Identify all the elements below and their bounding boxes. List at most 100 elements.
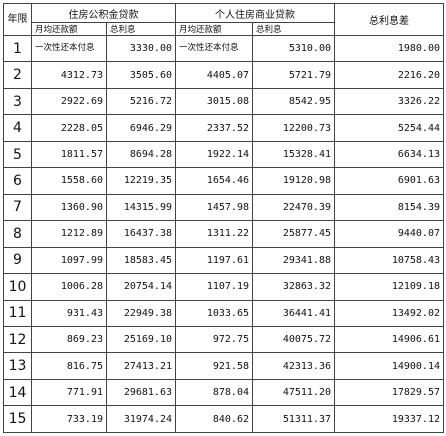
year-cell: 3	[3, 87, 32, 116]
commercial-interest-cell: 15328.41	[252, 140, 335, 169]
year-cell: 13	[3, 352, 32, 380]
commercial-monthly-cell: 972.75	[175, 325, 253, 354]
commercial-monthly-cell: 1197.61	[175, 246, 253, 275]
table-row: 3 2922.69 5216.72 3015.08 8542.95 3326.22	[3, 87, 444, 116]
year-header: 年限	[3, 3, 32, 36]
fund-monthly-cell: 2228.05	[31, 114, 107, 142]
table-row: 5 1811.57 8694.28 1922.14 15328.41 6634.13	[3, 140, 444, 169]
interest-difference-cell: 6634.13	[334, 140, 444, 169]
interest-difference-cell: 1980.00	[334, 34, 444, 63]
table-row: 2 4312.73 3505.60 4405.07 5721.79 2216.20	[3, 61, 444, 89]
fund-monthly-cell: 869.23	[31, 325, 107, 354]
commercial-monthly-cell: 一次性还本付息	[175, 34, 253, 63]
commercial-monthly-cell: 921.58	[175, 352, 253, 380]
table-row: 8 1212.89 16437.38 1311.22 25877.45 9440.07	[3, 220, 444, 248]
interest-difference-cell: 17829.57	[334, 378, 444, 407]
fund-monthly-cell: 816.75	[31, 352, 107, 380]
table-row: 6 1558.60 12219.35 1654.46 19120.98 6901.63	[3, 167, 444, 195]
commercial-interest-cell: 29341.88	[252, 246, 335, 275]
commercial-interest-cell: 5310.00	[252, 34, 335, 63]
commercial-monthly-cell: 1654.46	[175, 167, 253, 195]
fund-interest-cell: 20754.14	[106, 273, 176, 301]
fund-interest-cell: 29681.63	[106, 378, 176, 407]
fund-monthly-cell: 1811.57	[31, 140, 107, 169]
fund-interest-cell: 18583.45	[106, 246, 176, 275]
fund-monthly-cell: 一次性还本付息	[31, 34, 107, 63]
fund-monthly-cell: 733.19	[31, 405, 107, 433]
commercial-monthly-cell: 1107.19	[175, 273, 253, 301]
fund-monthly-cell: 2922.69	[31, 87, 107, 116]
table-row: 7 1360.90 14315.99 1457.98 22470.39 8154.39	[3, 193, 444, 222]
fund-interest-cell: 5216.72	[106, 87, 176, 116]
commercial-monthly-cell: 4405.07	[175, 61, 253, 89]
fund-interest-cell: 25169.10	[106, 325, 176, 354]
fund-interest-cell: 3330.00	[106, 34, 176, 63]
table-row: 11 931.43 22949.38 1033.65 36441.41 13492.02	[3, 299, 444, 327]
fund-interest-cell: 31974.24	[106, 405, 176, 433]
fund-interest-cell: 14315.99	[106, 193, 176, 222]
fund-interest-cell: 12219.35	[106, 167, 176, 195]
fund-interest-cell: 22949.38	[106, 299, 176, 327]
interest-difference-cell: 2216.20	[334, 61, 444, 89]
interest-difference-cell: 9440.07	[334, 220, 444, 248]
year-cell: 2	[3, 61, 32, 89]
commercial-monthly-cell: 1922.14	[175, 140, 253, 169]
table-row: 14 771.91 29681.63 878.04 47511.20 17829.57	[3, 378, 444, 407]
loan-comparison-table-page: 年限 住房公积金贷款 个人住房商业贷款 总利息差 月均还款额 总利息 月均还款额…	[3, 3, 444, 433]
commercial-monthly-cell: 1033.65	[175, 299, 253, 327]
commercial-interest-cell: 12200.73	[252, 114, 335, 142]
housing-fund-loan-header: 住房公积金贷款	[31, 3, 176, 23]
interest-difference-cell: 3326.22	[334, 87, 444, 116]
table-row: 1 一次性还本付息 3330.00 一次性还本付息 5310.00 1980.00	[3, 34, 444, 63]
interest-difference-cell: 14900.14	[334, 352, 444, 380]
interest-difference-header: 总利息差	[334, 3, 444, 36]
table-body: 1 一次性还本付息 3330.00 一次性还本付息 5310.00 1980.00 2 431…	[3, 34, 444, 433]
fund-interest-cell: 27413.21	[106, 352, 176, 380]
interest-difference-cell: 8154.39	[334, 193, 444, 222]
year-cell: 15	[3, 405, 32, 433]
interest-difference-cell: 14906.61	[334, 325, 444, 354]
commercial-monthly-cell: 2337.52	[175, 114, 253, 142]
year-cell: 8	[3, 220, 32, 248]
commercial-interest-cell: 42313.36	[252, 352, 335, 380]
commercial-monthly-cell: 878.04	[175, 378, 253, 407]
fund-interest-header: 总利息	[106, 22, 176, 36]
commercial-loan-header: 个人住房商业贷款	[175, 3, 335, 23]
year-cell: 9	[3, 246, 32, 275]
fund-monthly-cell: 1097.99	[31, 246, 107, 275]
year-cell: 7	[3, 193, 32, 222]
interest-difference-cell: 12109.18	[334, 273, 444, 301]
fund-monthly-cell: 771.91	[31, 378, 107, 407]
year-cell: 1	[3, 34, 32, 63]
commercial-interest-cell: 32863.32	[252, 273, 335, 301]
table-row: 13 816.75 27413.21 921.58 42313.36 14900.14	[3, 352, 444, 380]
commercial-monthly-cell: 1311.22	[175, 220, 253, 248]
fund-monthly-cell: 1006.28	[31, 273, 107, 301]
fund-interest-cell: 6946.29	[106, 114, 176, 142]
interest-difference-cell: 13492.02	[334, 299, 444, 327]
fund-monthly-cell: 4312.73	[31, 61, 107, 89]
interest-difference-cell: 19337.12	[334, 405, 444, 433]
fund-monthly-header: 月均还款额	[31, 22, 107, 36]
commercial-interest-cell: 40075.72	[252, 325, 335, 354]
commercial-monthly-cell: 3015.08	[175, 87, 253, 116]
commercial-interest-cell: 47511.20	[252, 378, 335, 407]
commercial-interest-cell: 5721.79	[252, 61, 335, 89]
year-cell: 6	[3, 167, 32, 195]
year-cell: 10	[3, 273, 32, 301]
fund-interest-cell: 8694.28	[106, 140, 176, 169]
commercial-interest-cell: 51311.37	[252, 405, 335, 433]
year-cell: 5	[3, 140, 32, 169]
commercial-interest-cell: 22470.39	[252, 193, 335, 222]
loan-comparison-table: 年限 住房公积金贷款 个人住房商业贷款 总利息差 月均还款额 总利息 月均还款额…	[3, 3, 444, 433]
table-row: 9 1097.99 18583.45 1197.61 29341.88 10758.43	[3, 246, 444, 275]
commercial-monthly-header: 月均还款额	[175, 22, 253, 36]
year-cell: 4	[3, 114, 32, 142]
commercial-interest-cell: 25877.45	[252, 220, 335, 248]
table-row: 15 733.19 31974.24 840.62 51311.37 19337.12	[3, 405, 444, 433]
fund-interest-cell: 3505.60	[106, 61, 176, 89]
year-cell: 14	[3, 378, 32, 407]
fund-monthly-cell: 1360.90	[31, 193, 107, 222]
year-cell: 11	[3, 299, 32, 327]
year-cell: 12	[3, 325, 32, 354]
